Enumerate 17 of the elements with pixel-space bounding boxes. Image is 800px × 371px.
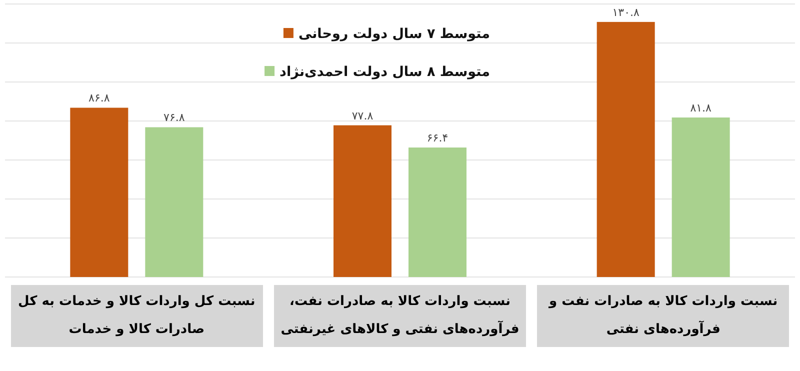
x-tick-label: نسبت واردات کالا به صادرات نفت، فرآورده‌های نفتی و کالاهای غیرنفتی: [274, 285, 526, 347]
bar: [408, 148, 466, 277]
data-label: ۸۱.۸: [690, 101, 712, 114]
legend-label: متوسط ۸ سال دولت احمدی‌نژاد: [280, 64, 490, 80]
bar: [596, 22, 655, 277]
x-tick-label: نسبت واردات کالا به صادرات نفت و فرآورده‌های نفتی: [537, 285, 790, 347]
bar: [672, 117, 730, 277]
x-tick-label: نسبت کل واردات کالا و خدمات به کل صادرات کالا و خدمات: [10, 285, 263, 347]
data-label: ۷۷.۸: [352, 109, 374, 122]
bar: [145, 127, 204, 277]
data-label: ۸۶.۸: [88, 92, 110, 105]
data-label: ۷۶.۸: [164, 111, 185, 124]
data-label: ۶۶.۴: [426, 132, 448, 145]
bar: [70, 108, 128, 277]
legend-label: متوسط ۷ سال دولت روحانی: [298, 26, 490, 42]
data-label: ۱۳۰.۸: [612, 6, 640, 19]
bar: [334, 125, 392, 277]
